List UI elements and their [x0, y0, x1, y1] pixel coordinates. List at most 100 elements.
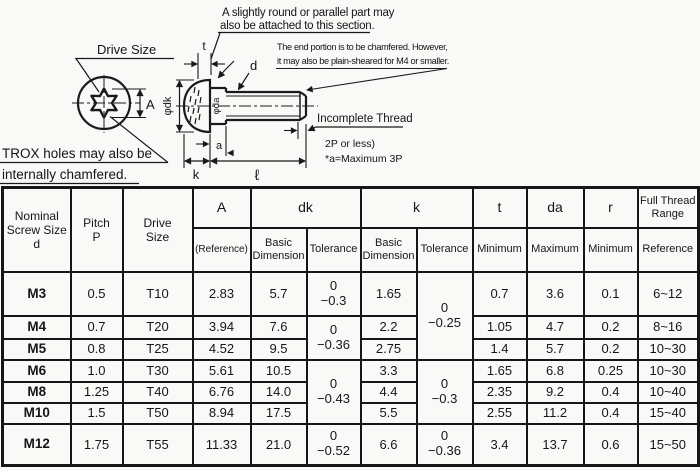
- cell-r: 0.4: [582, 380, 639, 404]
- cell-k-basic: 4.4: [359, 380, 418, 404]
- cell-pitch: 0.7: [69, 314, 124, 340]
- dim-a: a: [196, 126, 234, 157]
- cell-da: 3.6: [525, 270, 585, 317]
- cell-r: 0.2: [582, 314, 639, 340]
- round-parallel-note: A slightly round or parallel part may al…: [210, 7, 395, 79]
- cell-r: 0.2: [582, 337, 639, 361]
- cell-t: 0.7: [471, 270, 528, 317]
- header-text: P: [92, 229, 101, 244]
- col-header-drive-size: Drive Size: [121, 186, 194, 273]
- incomplete-thread-note1: 2P or less): [325, 138, 375, 150]
- tolerance-lower: −0.3: [320, 292, 347, 308]
- torx-front-view: A: [72, 75, 155, 133]
- cell-drive: T30: [121, 358, 194, 383]
- header-text: Nominal: [14, 208, 59, 223]
- end-portion-note: The end portion is to be chamfered. Howe…: [276, 42, 449, 93]
- cell-A: 6.76: [191, 380, 252, 404]
- subheader-tolerance: Tolerance: [305, 226, 362, 273]
- header-text: Range: [651, 207, 684, 220]
- tolerance-lower: −0.36: [317, 336, 350, 352]
- cell-size: M5: [1, 337, 72, 361]
- header-text: Screw Size: [6, 222, 67, 237]
- dim-label-t: t: [202, 39, 206, 53]
- tolerance-lower: −0.52: [317, 443, 350, 459]
- cell-pitch: 0.8: [69, 337, 124, 361]
- cell-dk-basic: 9.5: [249, 337, 308, 361]
- cell-dk-basic: 21.0: [249, 422, 308, 467]
- dim-length: ℓ: [209, 124, 307, 184]
- trox-note-line2: internally chamfered.: [2, 167, 127, 182]
- cell-dk-tolerance: 0 −0.36: [305, 314, 362, 361]
- dim-label-d: d: [250, 58, 257, 73]
- cell-pitch: 1.0: [69, 358, 124, 383]
- table-row-m10: M10 1.5 T50 8.94 17.5 5.5 2.55 11.2 0.4 …: [1, 401, 700, 425]
- tolerance-upper: 0: [440, 428, 449, 444]
- table-row-m8: M8 1.25 T40 6.76 14.0 4.4 2.35 9.2 0.4 1…: [1, 380, 700, 404]
- cell-dk-tolerance: 0 −0.52: [305, 422, 362, 467]
- dim-t: t: [184, 39, 225, 79]
- end-note-line1: The end portion is to be chamfered. Howe…: [277, 42, 448, 52]
- subheader-minimum: Minimum: [582, 226, 639, 273]
- cell-t: 1.05: [471, 314, 528, 340]
- cell-pitch: 0.5: [69, 270, 124, 317]
- cell-t: 2.35: [471, 380, 528, 404]
- header-text: d: [33, 236, 41, 251]
- cell-t: 1.65: [471, 358, 528, 383]
- drive-size-label: Drive Size: [97, 42, 156, 57]
- tolerance-lower: −0.36: [428, 443, 461, 459]
- cell-A: 5.61: [191, 358, 252, 383]
- cell-k-basic: 5.5: [359, 401, 418, 425]
- cell-A: 3.94: [191, 314, 252, 340]
- cell-size: M10: [1, 401, 72, 425]
- tolerance-upper: 0: [440, 375, 449, 391]
- trox-note: TROX holes may also be internally chamfe…: [0, 116, 169, 185]
- tolerance-upper: 0: [440, 299, 449, 315]
- cell-dk-basic: 17.5: [249, 401, 308, 425]
- dim-d: d: [237, 58, 257, 91]
- header-text: Size: [145, 229, 170, 244]
- subheader-tolerance: Tolerance: [415, 226, 474, 273]
- screw-side-view: t φdk φda d a: [162, 39, 413, 184]
- col-header-A: A: [191, 186, 252, 229]
- dim-label-a: a: [216, 140, 223, 152]
- cell-range: 10~30: [636, 337, 700, 361]
- col-header-nominal-screw-size: Nominal Screw Size d: [1, 186, 72, 273]
- cell-dk-tolerance: 0 −0.3: [305, 270, 362, 317]
- cell-k-basic: 2.2: [359, 314, 418, 340]
- cell-drive: T25: [121, 337, 194, 361]
- round-note-line2: also be attached to this section.: [220, 20, 375, 32]
- screw-technical-drawing: A Drive Size TROX holes may also be inte…: [0, 7, 449, 185]
- cell-pitch: 1.25: [69, 380, 124, 404]
- incomplete-thread-note2: *a=Maximum 3P: [325, 153, 402, 165]
- cell-A: 4.52: [191, 337, 252, 361]
- cell-dk-basic: 5.7: [249, 270, 308, 317]
- subheader-basic-dimension: Basic Dimension: [359, 226, 418, 273]
- cell-drive: T20: [121, 314, 194, 340]
- screw-thread: [226, 90, 308, 122]
- dim-phi-dk: φdk: [162, 79, 194, 133]
- cell-dk-basic: 10.5: [249, 358, 308, 383]
- tolerance-lower: −0.3: [431, 390, 458, 406]
- col-header-k: k: [359, 186, 474, 229]
- table-row-m4: M4 0.7 T20 3.94 7.6 0 −0.36 2.2 1.05 4.7…: [1, 314, 700, 361]
- header-text: Full Thread: [640, 194, 696, 207]
- drive-size-callout: Drive Size: [75, 42, 174, 93]
- cell-r: 0.6: [582, 422, 639, 467]
- tolerance-upper: 0: [329, 321, 338, 337]
- cell-t: 1.4: [471, 337, 528, 361]
- tolerance-lower: −0.43: [317, 390, 350, 406]
- dim-label-k: k: [193, 167, 200, 182]
- tolerance-upper: 0: [329, 277, 338, 293]
- incomplete-thread-callout: Incomplete Thread 2P or less) *a=Maximum…: [284, 113, 413, 165]
- cell-r: 0.1: [582, 270, 639, 317]
- table-row-m6: M6 1.0 T30 5.61 10.5 0 −0.43 3.3 0 −0.3 …: [1, 358, 700, 425]
- screw-neck: [210, 86, 228, 126]
- cell-k-basic: 1.65: [359, 270, 418, 317]
- cell-k-tolerance: 0 −0.25: [415, 270, 474, 361]
- cell-A: 8.94: [191, 401, 252, 425]
- round-note-line1: A slightly round or parallel part may: [222, 7, 395, 19]
- subheader-reference: (Reference): [191, 226, 252, 273]
- dim-k: k: [183, 134, 211, 182]
- col-header-dk: dk: [249, 186, 362, 229]
- cell-range: 15~50: [636, 422, 700, 467]
